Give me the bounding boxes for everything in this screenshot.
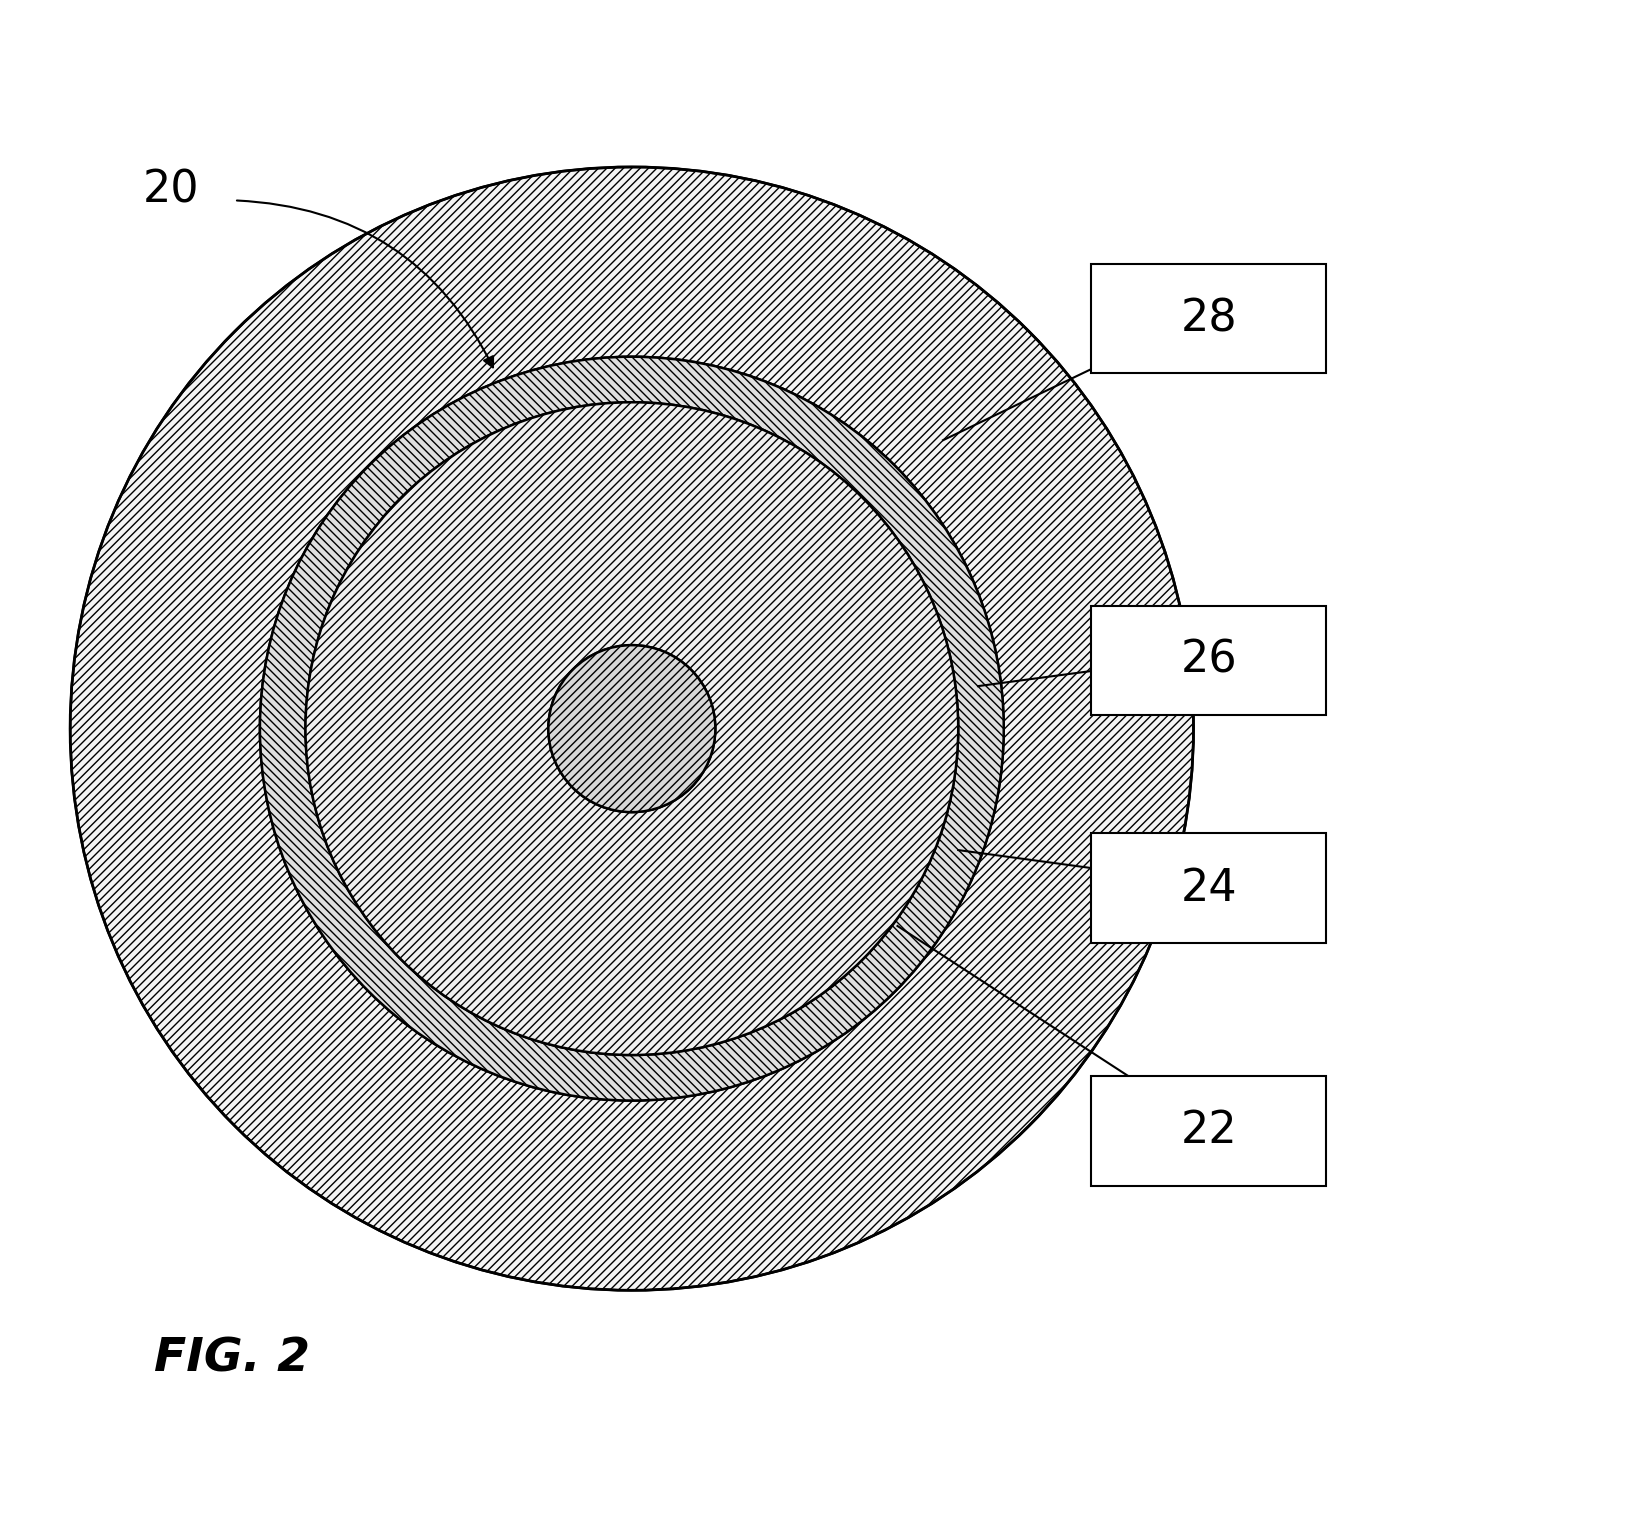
Circle shape: [549, 645, 715, 812]
Bar: [1091, 264, 1327, 373]
Circle shape: [549, 645, 715, 812]
Text: 20: 20: [143, 168, 200, 211]
Circle shape: [306, 402, 959, 1055]
Circle shape: [306, 402, 959, 1055]
Text: 28: 28: [1180, 298, 1237, 340]
Text: 22: 22: [1180, 1110, 1237, 1152]
Text: 24: 24: [1180, 867, 1237, 909]
Circle shape: [70, 167, 1193, 1290]
Circle shape: [260, 357, 1004, 1101]
Bar: [1091, 833, 1327, 943]
Text: 26: 26: [1180, 639, 1237, 682]
Circle shape: [260, 357, 1004, 1101]
Bar: [1091, 606, 1327, 715]
Text: FIG. 2: FIG. 2: [153, 1336, 309, 1381]
Bar: [1091, 1076, 1327, 1186]
